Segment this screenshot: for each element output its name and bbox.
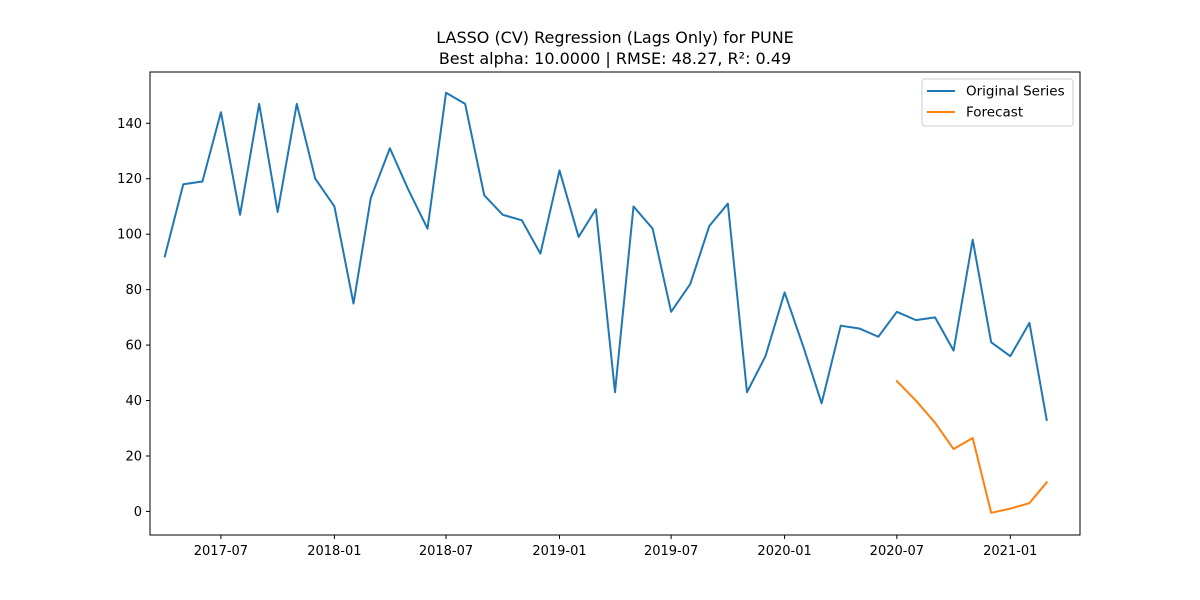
x-axis: 2017-07 2018-01 2018-07 2019-01 2019-07 2020-…	[194, 535, 1037, 559]
x-tick-label: 2018-01	[307, 544, 361, 559]
y-tick-label: 0	[134, 505, 142, 520]
y-tick-label: 140	[117, 117, 142, 132]
x-tick-label: 2018-07	[419, 544, 473, 559]
legend-label-forecast: Forecast	[966, 105, 1023, 121]
chart-subtitle: Best alpha: 10.0000 | RMSE: 48.27, R²: 0…	[439, 49, 791, 68]
legend-box	[921, 78, 1074, 127]
y-tick-label: 20	[125, 449, 142, 464]
x-tick-label: 2020-01	[757, 544, 811, 559]
x-tick-label: 2020-07	[870, 544, 924, 559]
x-tick-label: 2017-07	[194, 544, 248, 559]
plot-frame	[149, 71, 1081, 536]
y-tick-label: 40	[125, 394, 142, 409]
chart-title: LASSO (CV) Regression (Lags Only) for PU…	[436, 28, 794, 47]
series-layer	[163, 91, 1049, 514]
plot-area	[150, 72, 1080, 535]
legend: Original Series Forecast	[921, 78, 1074, 127]
y-tick-label: 60	[125, 339, 142, 354]
x-tick-label: 2019-07	[644, 544, 698, 559]
y-tick-label: 120	[117, 172, 142, 187]
y-tick-label: 80	[125, 283, 142, 298]
x-tick-label: 2021-01	[983, 544, 1037, 559]
y-axis: 0 20 40 60 80 100 120 140	[117, 117, 150, 520]
legend-label-original-series: Original Series	[966, 84, 1065, 100]
x-tick-label: 2019-01	[532, 544, 586, 559]
y-tick-label: 100	[117, 228, 142, 243]
series-line-original-series	[163, 91, 1048, 422]
